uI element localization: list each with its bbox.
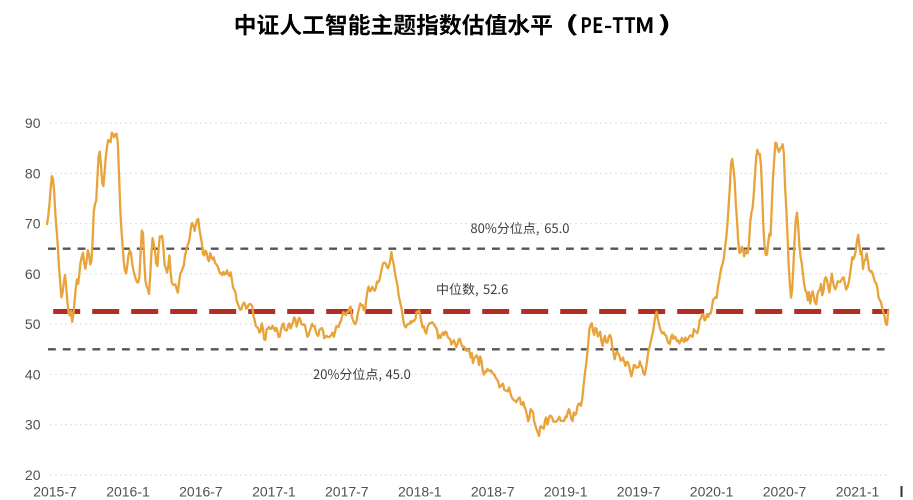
svg-text:2017-7: 2017-7 bbox=[325, 484, 369, 500]
svg-text:2018-7: 2018-7 bbox=[471, 484, 515, 500]
svg-text:2020-7: 2020-7 bbox=[763, 484, 807, 500]
svg-text:60: 60 bbox=[25, 266, 41, 282]
svg-text:80: 80 bbox=[25, 165, 41, 181]
svg-text:30: 30 bbox=[25, 417, 41, 433]
svg-text:70: 70 bbox=[25, 216, 41, 232]
svg-text:2020-1: 2020-1 bbox=[690, 484, 734, 500]
svg-text:2016-7: 2016-7 bbox=[179, 484, 223, 500]
svg-text:2018-1: 2018-1 bbox=[398, 484, 442, 500]
svg-text:20: 20 bbox=[25, 467, 41, 483]
svg-text:2021-1: 2021-1 bbox=[836, 484, 880, 500]
svg-text:40: 40 bbox=[25, 366, 41, 382]
svg-text:90: 90 bbox=[25, 115, 41, 131]
svg-text:2019-1: 2019-1 bbox=[544, 484, 588, 500]
svg-text:2015-7: 2015-7 bbox=[33, 484, 77, 500]
svg-text:2016-1: 2016-1 bbox=[106, 484, 150, 500]
svg-text:2017-1: 2017-1 bbox=[252, 484, 296, 500]
svg-text:50: 50 bbox=[25, 316, 41, 332]
svg-text:2019-7: 2019-7 bbox=[617, 484, 661, 500]
